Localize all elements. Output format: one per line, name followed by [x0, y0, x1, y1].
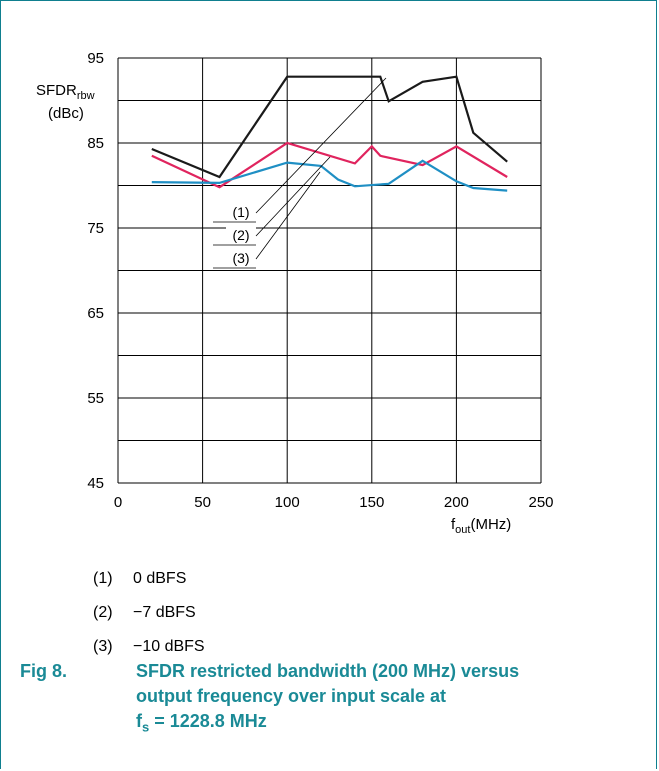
y-tick-label: 45 [87, 475, 104, 492]
figure-number: Fig 8. [20, 661, 68, 681]
legend-item-3: (3) −10 dBFS [93, 638, 205, 655]
x-tick-label: 150 [359, 494, 384, 511]
y-tick-label: 95 [87, 50, 104, 67]
legend: (1) 0 dBFS (2) −7 dBFS (3) −10 dBFS [93, 569, 205, 671]
series-lines [151, 75, 508, 192]
y-tick-label: 65 [87, 305, 104, 322]
callout-leader-3 [255, 171, 321, 260]
callout-bg [226, 204, 256, 222]
y-axis-unit: (dBc) [48, 105, 84, 122]
callout-label-1: (1) [232, 204, 249, 220]
x-tick-label: 200 [444, 494, 469, 511]
x-tick-label: 100 [275, 494, 300, 511]
series-line-2 [151, 141, 508, 189]
y-tick-label: 75 [87, 220, 104, 237]
y-tick-label: 85 [87, 135, 104, 152]
x-axis-label: fout(MHz) [451, 516, 511, 536]
legend-item-2: (2) −7 dBFS [93, 604, 196, 621]
caption-text: SFDR restricted bandwidth (200 MHz) vers… [136, 661, 520, 735]
callout-label-3: (3) [232, 250, 249, 266]
x-tick-label: 0 [114, 494, 122, 511]
y-axis-label: SFDRrbw [36, 82, 95, 102]
tick-labels: 45 55 65 75 85 95 0 50 100 150 200 250 [87, 50, 553, 511]
x-tick-label: 50 [194, 494, 211, 511]
callout-leader-2 [255, 156, 331, 237]
callouts: (1) (2) (3) [213, 77, 387, 269]
series-line-3 [151, 159, 508, 192]
sfdr-chart: 45 55 65 75 85 95 0 50 100 150 200 250 SFDRrbw (dBc… [36, 50, 554, 536]
callout-leader-1 [255, 77, 387, 214]
grid [117, 57, 542, 484]
callout-label-2: (2) [232, 227, 249, 243]
figure-caption: Fig 8. SFDR restricted bandwidth (200 MHz… [20, 659, 656, 740]
callout-bg [226, 227, 256, 245]
legend-item-1: (1) 0 dBFS [93, 570, 187, 587]
callout-bg [226, 250, 256, 268]
series-line-1 [151, 75, 508, 179]
y-tick-label: 55 [87, 390, 104, 407]
x-tick-label: 250 [528, 494, 553, 511]
